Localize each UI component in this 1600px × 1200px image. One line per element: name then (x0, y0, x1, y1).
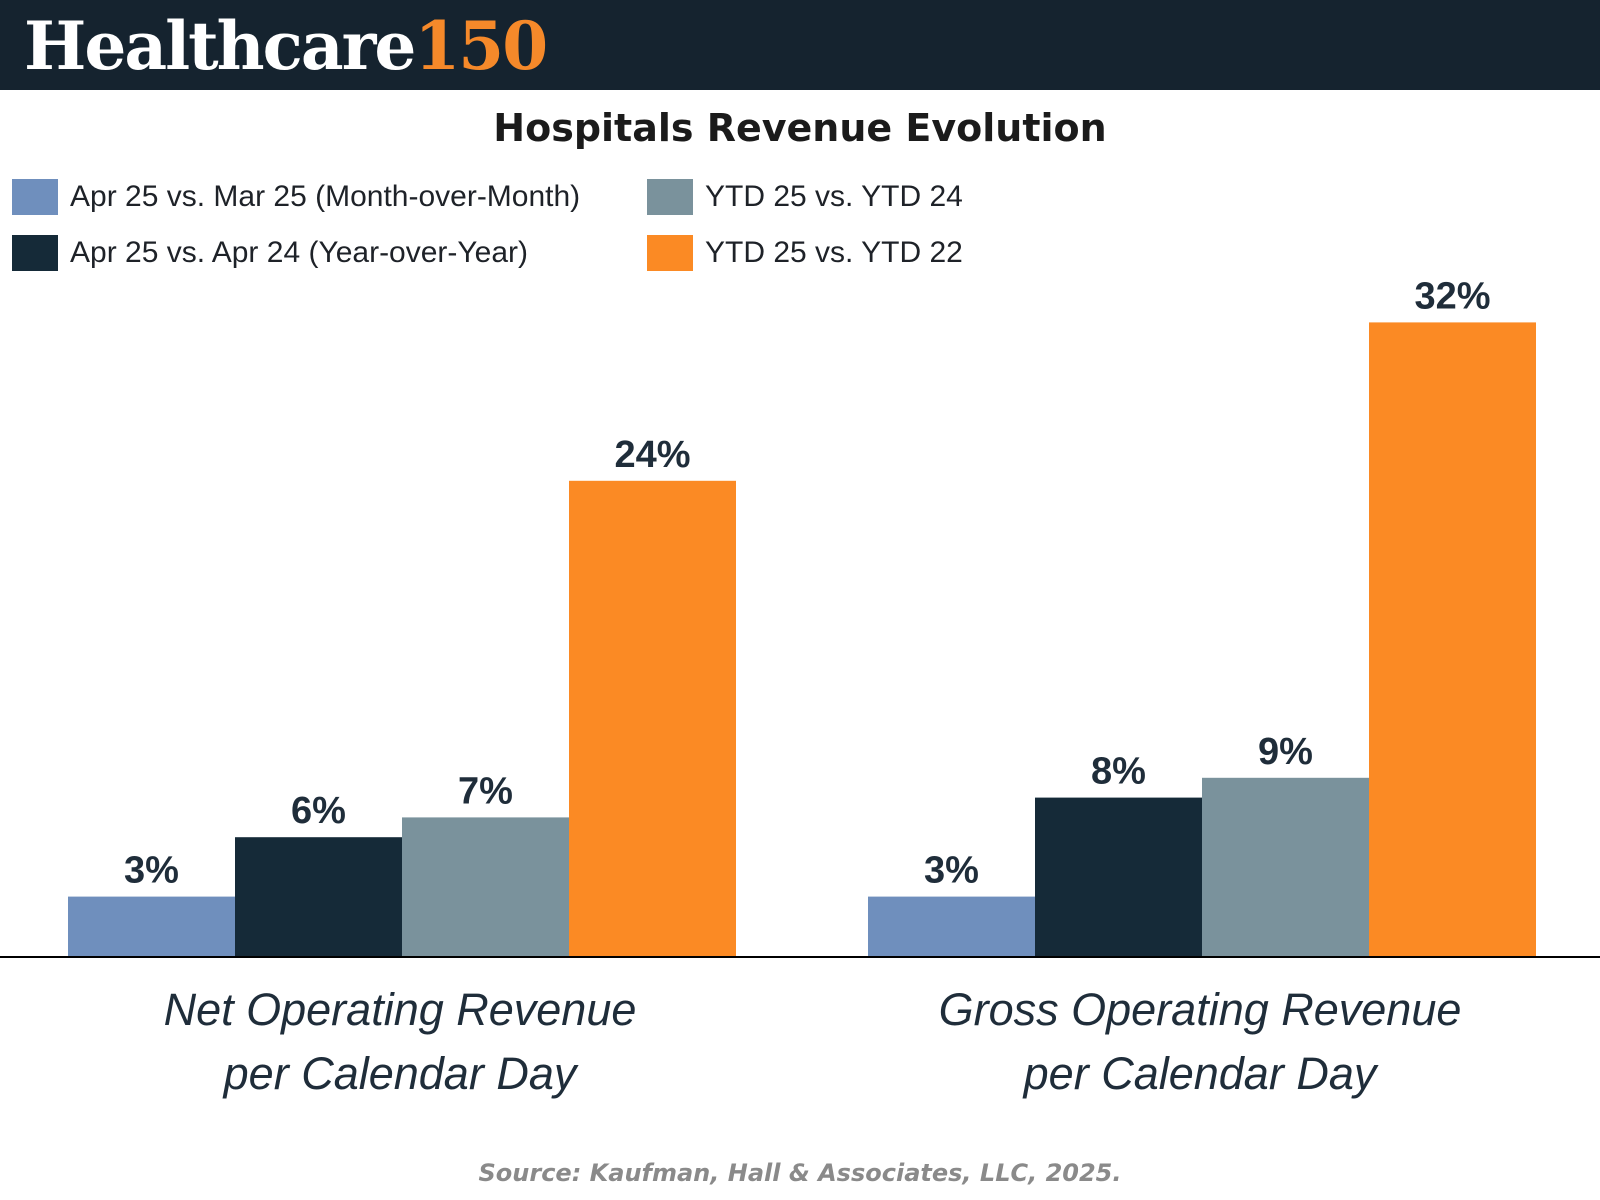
legend-swatch-ytd24 (647, 179, 693, 215)
data-label-gross-ytd22: 32% (1414, 275, 1490, 317)
bar-gross-mom (868, 896, 1035, 956)
legend-swatch-mom (12, 179, 58, 215)
chart-title: Hospitals Revenue Evolution (493, 106, 1107, 150)
legend-label-yoy: Apr 25 vs. Apr 24 (Year-over-Year) (70, 236, 529, 269)
category-label-net-line2: per Calendar Day (223, 1048, 577, 1099)
data-label-net-ytd22: 24% (614, 434, 690, 476)
bar-net-mom (68, 896, 235, 956)
data-label-gross-ytd24: 9% (1258, 731, 1313, 773)
brand-logo-main: Healthcare (24, 7, 416, 85)
source-note: Source: Kaufman, Hall & Associates, LLC,… (478, 1159, 1122, 1187)
bar-gross-ytd24 (1202, 777, 1369, 956)
data-label-gross-mom: 3% (924, 850, 979, 892)
bar-net-ytd22 (569, 480, 736, 956)
data-label-net-ytd24: 7% (458, 770, 513, 812)
legend-label-mom: Apr 25 vs. Mar 25 (Month-over-Month) (70, 180, 581, 213)
category-label-gross-line2: per Calendar Day (1023, 1048, 1377, 1099)
legend-swatch-yoy (12, 235, 58, 271)
bar-gross-ytd22 (1369, 322, 1536, 956)
data-label-net-yoy: 6% (291, 790, 346, 832)
brand-logo-accent: 150 (414, 7, 548, 85)
category-label-gross: Gross Operating Revenue per Calendar Day (850, 978, 1550, 1106)
header-bar: Healthcare150 (0, 0, 1600, 90)
data-label-gross-yoy: 8% (1091, 751, 1146, 793)
category-label-net-line1: Net Operating Revenue (163, 984, 637, 1035)
category-label-net: Net Operating Revenue per Calendar Day (50, 978, 750, 1106)
legend-swatch-ytd22 (647, 235, 693, 271)
legend-label-ytd22: YTD 25 vs. YTD 22 (705, 236, 963, 269)
bar-gross-yoy (1035, 797, 1202, 956)
category-label-gross-line1: Gross Operating Revenue (938, 984, 1462, 1035)
brand-logo: Healthcare150 (24, 6, 548, 86)
legend-label-ytd24: YTD 25 vs. YTD 24 (705, 180, 963, 213)
bar-net-ytd24 (402, 817, 569, 956)
data-label-net-mom: 3% (124, 850, 179, 892)
bar-net-yoy (235, 837, 402, 956)
